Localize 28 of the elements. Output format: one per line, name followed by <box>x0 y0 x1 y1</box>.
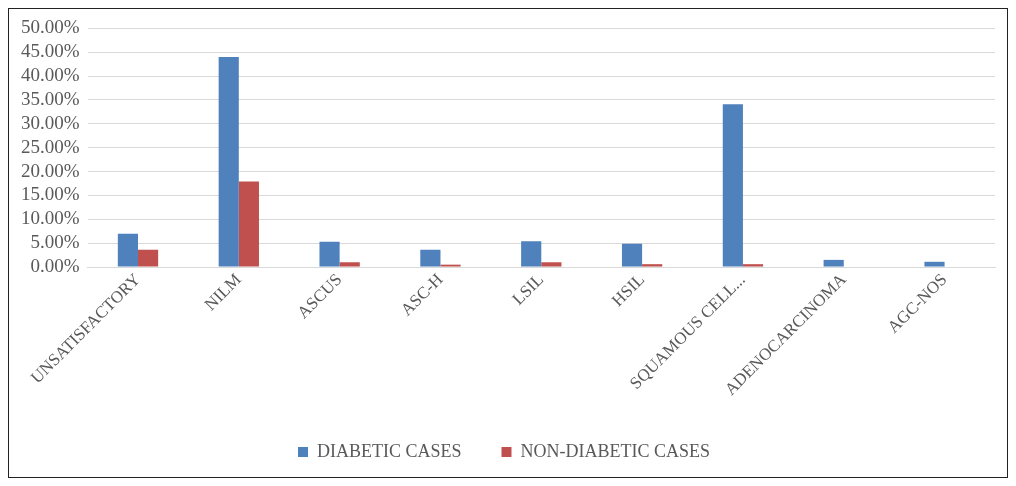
y-tick-label: 40.00% <box>21 64 80 86</box>
bar <box>238 181 259 267</box>
bar <box>319 241 340 267</box>
y-tick-label: 15.00% <box>21 183 80 205</box>
bar <box>420 249 441 267</box>
bar <box>541 262 562 267</box>
y-tick-label: 10.00% <box>21 207 80 229</box>
legend-label: DIABETIC CASES <box>316 440 462 461</box>
bar <box>218 57 239 267</box>
bar <box>521 241 542 267</box>
bar <box>117 233 138 267</box>
y-tick-label: 45.00% <box>21 40 80 62</box>
y-tick-label: 20.00% <box>21 159 80 181</box>
bar <box>722 104 743 267</box>
bar <box>924 261 945 267</box>
bar <box>742 264 764 267</box>
bar <box>137 249 159 267</box>
bar <box>642 264 663 267</box>
bar <box>823 259 844 267</box>
y-tick-label: 50.00% <box>21 16 80 38</box>
legend-label: NON-DIABETIC CASES <box>520 440 711 461</box>
bar <box>339 262 360 267</box>
bar <box>621 243 643 267</box>
y-tick-label: 5.00% <box>30 231 80 253</box>
y-tick-label: 30.00% <box>21 111 80 133</box>
y-tick-label: 0.00% <box>30 255 80 277</box>
y-tick-label: 35.00% <box>21 87 80 109</box>
y-tick-label: 25.00% <box>21 135 80 157</box>
